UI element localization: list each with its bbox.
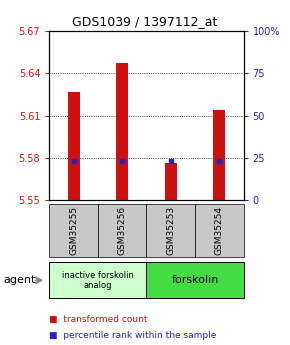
Bar (165, 164, 177, 200)
Bar (146, 204, 195, 257)
Bar (195, 204, 244, 257)
Text: inactive forskolin
analog: inactive forskolin analog (62, 270, 134, 290)
Bar (213, 110, 225, 200)
Text: GSM35256: GSM35256 (118, 206, 127, 255)
Text: ■  transformed count: ■ transformed count (49, 315, 148, 324)
Text: GSM35253: GSM35253 (166, 206, 175, 255)
Bar (116, 63, 128, 200)
Text: ■  percentile rank within the sample: ■ percentile rank within the sample (49, 331, 217, 340)
Bar (68, 92, 80, 200)
Text: GSM35254: GSM35254 (215, 206, 224, 255)
Bar (49, 262, 146, 298)
Bar (49, 204, 98, 257)
Text: forskolin: forskolin (171, 275, 219, 285)
Bar (146, 262, 244, 298)
Bar (98, 204, 146, 257)
Text: GSM35255: GSM35255 (69, 206, 78, 255)
Text: GDS1039 / 1397112_at: GDS1039 / 1397112_at (72, 16, 218, 29)
Text: agent: agent (3, 275, 35, 285)
